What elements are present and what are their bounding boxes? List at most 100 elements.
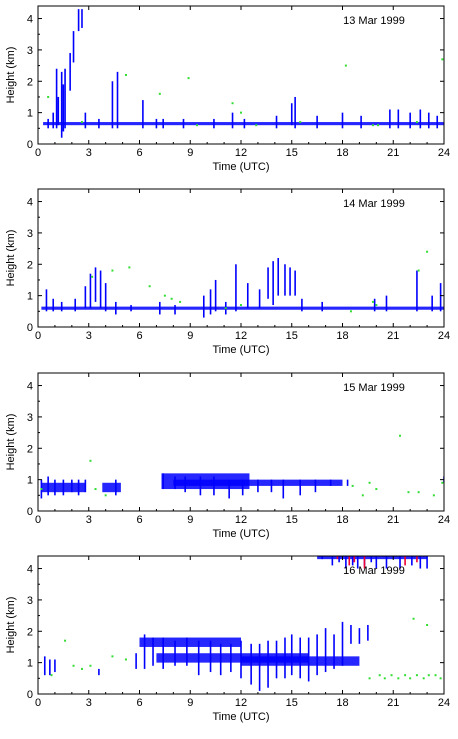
y-tick-label: 1 bbox=[27, 658, 33, 670]
x-tick-label: 9 bbox=[187, 330, 193, 342]
echo-point bbox=[412, 617, 415, 620]
y-tick-label: 3 bbox=[27, 412, 33, 424]
x-tick-label: 6 bbox=[136, 330, 142, 342]
echo-point bbox=[64, 639, 67, 642]
panel-title: 15 Mar 1999 bbox=[343, 382, 405, 394]
y-axis-label: Height (km) bbox=[5, 47, 17, 104]
y-tick-label: 0 bbox=[27, 689, 33, 701]
echo-band bbox=[139, 637, 241, 647]
echo-point bbox=[375, 304, 378, 307]
panel-15-mar: Time (UTC) Height (km) 0 3 6 9 12 15 18 21 24012… bbox=[5, 372, 450, 540]
x-axis-label: Time (UTC) bbox=[212, 161, 269, 173]
echo-point bbox=[50, 674, 53, 677]
echo-point bbox=[399, 434, 402, 437]
y-tick-label: 0 bbox=[27, 506, 33, 518]
echo-point bbox=[361, 494, 364, 497]
x-tick-label: 6 bbox=[136, 514, 142, 526]
x-tick-label: 15 bbox=[286, 147, 298, 159]
panel-14-mar: Time (UTC) Height (km) 0 3 6 9 12 15 18 21 24012… bbox=[5, 188, 450, 356]
echo-point bbox=[89, 664, 92, 667]
echo-point bbox=[422, 677, 425, 680]
echo-point bbox=[40, 488, 43, 491]
echo-point bbox=[231, 102, 234, 105]
echo-point bbox=[415, 121, 418, 124]
echo-point bbox=[196, 124, 199, 127]
echo-point bbox=[179, 300, 182, 303]
echo-point bbox=[371, 300, 374, 303]
echo-point bbox=[80, 121, 83, 124]
echo-point bbox=[426, 250, 429, 253]
echo-point bbox=[299, 121, 302, 124]
echo-point bbox=[91, 275, 94, 278]
echo-point bbox=[89, 459, 92, 462]
y-axis-label: Height (km) bbox=[5, 230, 17, 287]
x-tick-label: 3 bbox=[86, 514, 92, 526]
echo-band bbox=[102, 482, 121, 493]
y-tick-label: 3 bbox=[27, 595, 33, 607]
x-tick-label: 3 bbox=[86, 330, 92, 342]
echo-point bbox=[417, 491, 420, 494]
x-tick-label: 18 bbox=[336, 147, 348, 159]
echo-point bbox=[104, 494, 107, 497]
x-axis-label: Time (UTC) bbox=[212, 528, 269, 540]
x-tick-label: 0 bbox=[35, 697, 41, 709]
echo-point bbox=[441, 58, 444, 61]
x-tick-label: 24 bbox=[438, 330, 450, 342]
echo-point bbox=[368, 481, 371, 484]
echo-point bbox=[128, 266, 131, 269]
y-tick-label: 4 bbox=[27, 197, 33, 209]
echo-point bbox=[240, 111, 242, 114]
echo-point bbox=[371, 124, 374, 127]
echo-point bbox=[72, 664, 75, 667]
panel-title: 13 Mar 1999 bbox=[343, 15, 405, 27]
echo-point bbox=[111, 269, 114, 272]
echo-point bbox=[368, 677, 371, 680]
echo-point bbox=[255, 124, 258, 127]
echo-point bbox=[344, 64, 347, 67]
echo-point bbox=[417, 269, 420, 272]
echo-point bbox=[124, 658, 127, 661]
y-tick-label: 2 bbox=[27, 443, 33, 455]
x-tick-label: 12 bbox=[235, 697, 247, 709]
y-tick-label: 4 bbox=[27, 564, 33, 576]
echo-point bbox=[390, 674, 393, 677]
echo-point bbox=[349, 310, 352, 313]
y-tick-label: 2 bbox=[27, 259, 33, 271]
x-tick-label: 21 bbox=[387, 697, 399, 709]
echo-point bbox=[404, 674, 407, 677]
echo-point bbox=[47, 95, 50, 98]
x-tick-label: 12 bbox=[235, 147, 247, 159]
x-tick-label: 9 bbox=[187, 147, 193, 159]
x-tick-label: 15 bbox=[286, 514, 298, 526]
y-tick-label: 3 bbox=[27, 45, 33, 57]
x-tick-label: 6 bbox=[136, 697, 142, 709]
echo-band bbox=[41, 306, 444, 310]
echo-point bbox=[397, 677, 400, 680]
x-tick-label: 21 bbox=[387, 330, 399, 342]
panel-16-mar: Time (UTC) Height (km) 0 3 6 9 12 15 18 21 24012… bbox=[5, 555, 450, 723]
x-axis-label: Time (UTC) bbox=[212, 344, 269, 356]
echo-point bbox=[187, 77, 190, 80]
x-tick-label: 0 bbox=[35, 330, 41, 342]
y-axis-label: Height (km) bbox=[5, 414, 17, 471]
echo-point bbox=[148, 285, 151, 288]
echo-point bbox=[80, 667, 83, 670]
y-tick-label: 2 bbox=[27, 76, 33, 88]
x-tick-label: 6 bbox=[136, 147, 142, 159]
x-tick-label: 24 bbox=[438, 147, 450, 159]
echo-point bbox=[378, 674, 381, 677]
y-tick-label: 1 bbox=[27, 291, 33, 303]
data-marks bbox=[40, 434, 444, 499]
echo-point bbox=[94, 488, 97, 491]
echo-point bbox=[111, 655, 114, 658]
x-tick-label: 24 bbox=[438, 697, 450, 709]
echo-band bbox=[317, 556, 428, 560]
x-tick-label: 15 bbox=[286, 697, 298, 709]
x-tick-label: 3 bbox=[86, 147, 92, 159]
x-tick-label: 24 bbox=[438, 514, 450, 526]
echo-point bbox=[426, 624, 429, 626]
x-tick-label: 18 bbox=[336, 514, 348, 526]
echo-point bbox=[415, 674, 418, 677]
data-marks bbox=[43, 9, 444, 138]
